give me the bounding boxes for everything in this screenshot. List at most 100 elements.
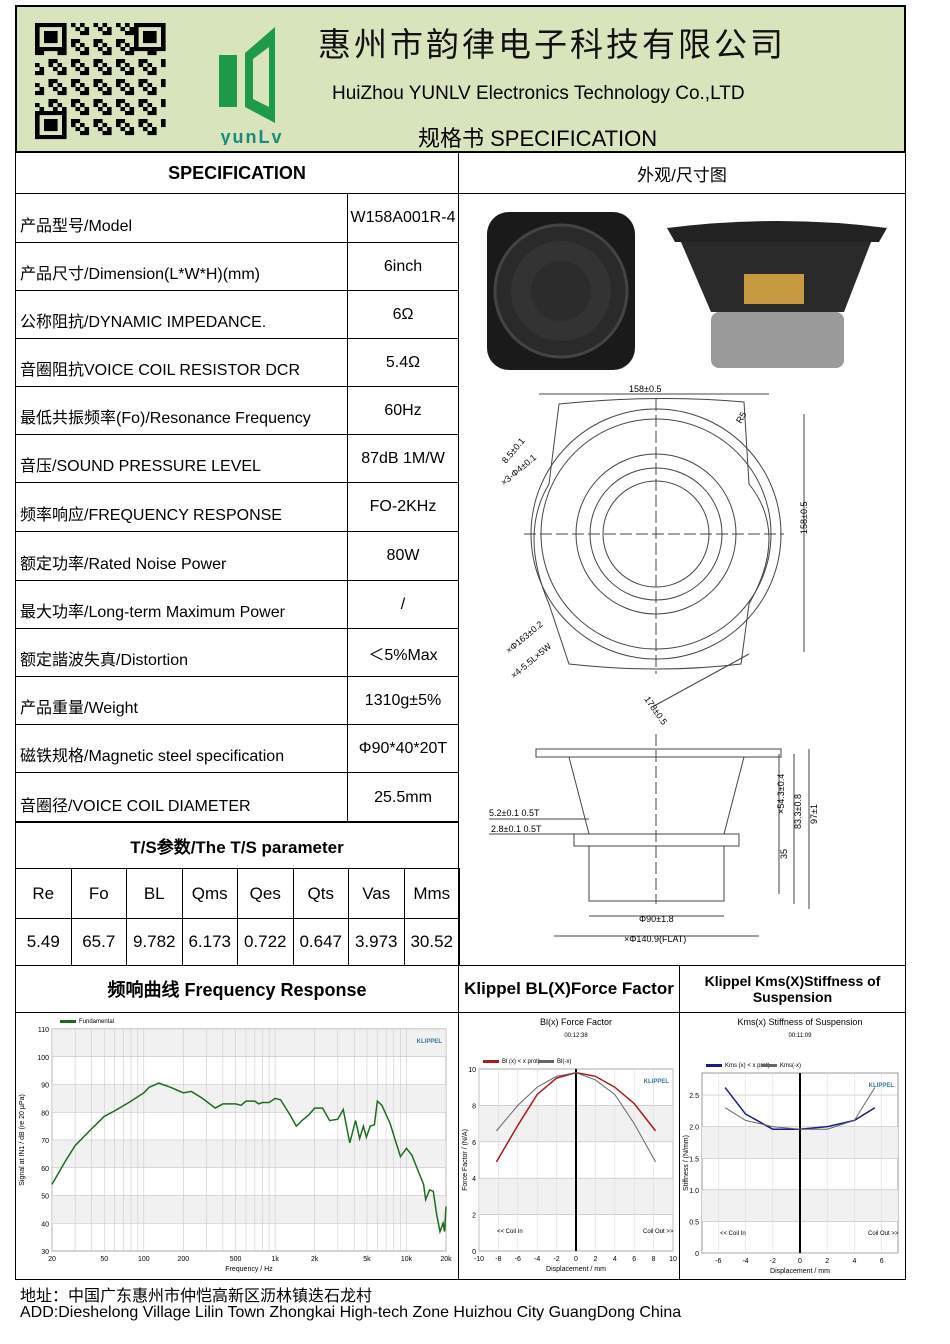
annotation: << Coil In [720, 1231, 746, 1237]
y-tick-label: 8 [472, 1103, 476, 1110]
series-line [724, 1087, 876, 1130]
y-tick-label: 0.5 [689, 1219, 699, 1226]
x-tick-label: 0 [798, 1258, 802, 1265]
spec-value: 5.4Ω [347, 338, 459, 387]
dim-label: 5.2±0.1 0.5T [489, 808, 540, 818]
header-banner: yunLv [15, 5, 906, 153]
y-tick-label: 90 [41, 1083, 49, 1090]
ts-param-name: Vas [348, 868, 405, 919]
frequency-response-chart: 30 40 50 60 70 80 90 100 110 20 50 100 200 500 1k 2k 5k 1… [19, 1019, 452, 1273]
spec-value: 60Hz [347, 386, 459, 435]
annotation: Coil Out >> [643, 1229, 674, 1235]
speaker-front-photo [487, 212, 635, 370]
y-tick-label: 0 [695, 1251, 699, 1258]
x-tick-label: -4 [742, 1258, 748, 1265]
spec-label: 额定功率/Rated Noise Power [15, 531, 348, 581]
spec-value: 25.5mm [347, 772, 459, 823]
dim-label: Φ90±1.8 [639, 914, 674, 924]
kms-header: Klippel Kms(X)Stiffness of Suspension [679, 965, 906, 1013]
document-title: 规格书 SPECIFICATION [418, 126, 658, 151]
x-tick-label: -4 [534, 1256, 540, 1263]
x-tick-label: 2 [593, 1256, 597, 1263]
dim-label: 178±0.5 [642, 694, 669, 726]
legend-swatch [538, 1060, 554, 1063]
ts-param-value: 65.7 [70, 918, 127, 966]
x-tick-label: 6 [880, 1258, 884, 1265]
spec-label: 公称阻抗/DYNAMIC IMPEDANCE. [15, 290, 348, 339]
x-tick-label: 2 [825, 1258, 829, 1265]
series-line [51, 1082, 447, 1235]
x-tick-label: 10 [669, 1256, 677, 1263]
qr-code-icon [35, 23, 166, 140]
x-tick-label: 200 [177, 1256, 189, 1263]
x-tick-label: 50 [100, 1256, 108, 1263]
ts-param-name: Qms [181, 868, 238, 919]
x-tick-label: 4 [613, 1256, 617, 1263]
dim-label: ×Φ140.9(FLAT) [624, 934, 686, 944]
dim-label: R5 [734, 410, 748, 425]
spec-label: 音压/SOUND PRESSURE LEVEL [15, 434, 348, 483]
y-axis-label: Force Factor / (N/A) [462, 1129, 469, 1191]
spec-value: Φ90*40*20T [347, 724, 459, 773]
company-name-en: HuiZhou YUNLV Electronics Technology Co.… [332, 83, 745, 104]
dim-label: 2.8±0.1 0.5T [491, 824, 542, 834]
annotation: Coil Out >> [868, 1231, 899, 1237]
series-line [496, 1072, 656, 1163]
y-tick-label: 6 [472, 1140, 476, 1147]
x-tick-label: -2 [553, 1256, 559, 1263]
y-tick-label: 2.5 [689, 1093, 699, 1100]
dim-label: 35 [779, 849, 789, 859]
x-tick-label: 4 [852, 1258, 856, 1265]
dim-label: 83.3±0.8 [793, 794, 803, 829]
x-tick-label: 100 [138, 1256, 150, 1263]
ts-param-value: 5.49 [15, 918, 72, 966]
klippel-watermark: KLIPPEL [644, 1079, 670, 1085]
x-tick-label: 5k [363, 1256, 371, 1263]
spec-value: / [347, 580, 459, 629]
drawing-header: 外观/尺寸图 [458, 152, 906, 194]
y-tick-label: 4 [472, 1176, 476, 1183]
y-tick-label: 30 [41, 1249, 49, 1256]
spec-label: 音圈径/VOICE COIL DIAMETER [15, 772, 348, 823]
y-tick-label: 110 [38, 1027, 49, 1034]
ts-param-value: 3.973 [348, 918, 405, 966]
y-tick-label: 80 [41, 1110, 49, 1117]
spec-value: 6inch [347, 242, 459, 291]
x-axis-label: Frequency / Hz [225, 1266, 273, 1273]
spec-label: 产品型号/Model [15, 193, 348, 243]
ts-header: T/S参数/The T/S parameter [15, 821, 459, 869]
ts-param-value: 9.782 [126, 918, 183, 966]
legend-swatch [483, 1060, 499, 1063]
spec-label: 音圈阻抗VOICE COIL RESISTOR DCR [15, 338, 348, 387]
spec-label: 产品尺寸/Dimension(L*W*H)(mm) [15, 242, 348, 291]
ts-param-value: 6.173 [181, 918, 238, 966]
chart-subtitle: 00:12:38 [564, 1033, 588, 1039]
address-cn: 地址：中国广东惠州市仲恺高新区沥林镇迭石龙村 [20, 1286, 373, 1305]
x-tick-label: 0 [574, 1256, 578, 1263]
legend-label: Kms(-x) [780, 1063, 801, 1069]
x-tick-label: -2 [770, 1258, 776, 1265]
spec-value: 6Ω [347, 290, 459, 339]
chart-title: Bl(x) Force Factor [540, 1017, 612, 1027]
spec-label: 最低共振频率(Fo)/Resonance Frequency [15, 386, 348, 435]
ts-param-name: Qes [237, 868, 294, 919]
y-tick-label: 100 [37, 1055, 49, 1062]
yunlv-logo: yunLv [219, 27, 282, 145]
annotation: << Coil In [497, 1229, 523, 1235]
y-tick-label: 0 [472, 1249, 476, 1256]
x-tick-label: -10 [474, 1256, 484, 1263]
y-tick-label: 1.5 [689, 1156, 699, 1163]
freq-response-header: 频响曲线 Frequency Response [15, 965, 459, 1013]
dimension-drawing-front [524, 393, 805, 707]
chart-title: Kms(x) Stiffness of Suspension [738, 1017, 863, 1027]
dim-label: ×54.3±0.4 [776, 774, 786, 814]
legend-label: Kms (x) < x prot) [725, 1063, 770, 1069]
spec-label: 额定諧波失真/Distortion [15, 628, 348, 677]
y-tick-label: 1.0 [689, 1188, 699, 1195]
spec-label: 磁铁规格/Magnetic steel specification [15, 724, 348, 773]
y-axis-label: Stiffness / (N/mm) [683, 1135, 690, 1191]
bl-force-factor-chart: 0 2 4 6 8 10 -10 -8 -6 -4 -2 0 2 4 6 8 10 Bl (x) < x prot… [462, 1017, 677, 1273]
x-axis-label: Displacement / mm [546, 1266, 606, 1273]
kms-stiffness-chart: 0 0.5 1.0 1.5 2.0 2.5 -6 -4 -2 0 2 4 6 Kms (x) < x pr… [683, 1017, 899, 1275]
